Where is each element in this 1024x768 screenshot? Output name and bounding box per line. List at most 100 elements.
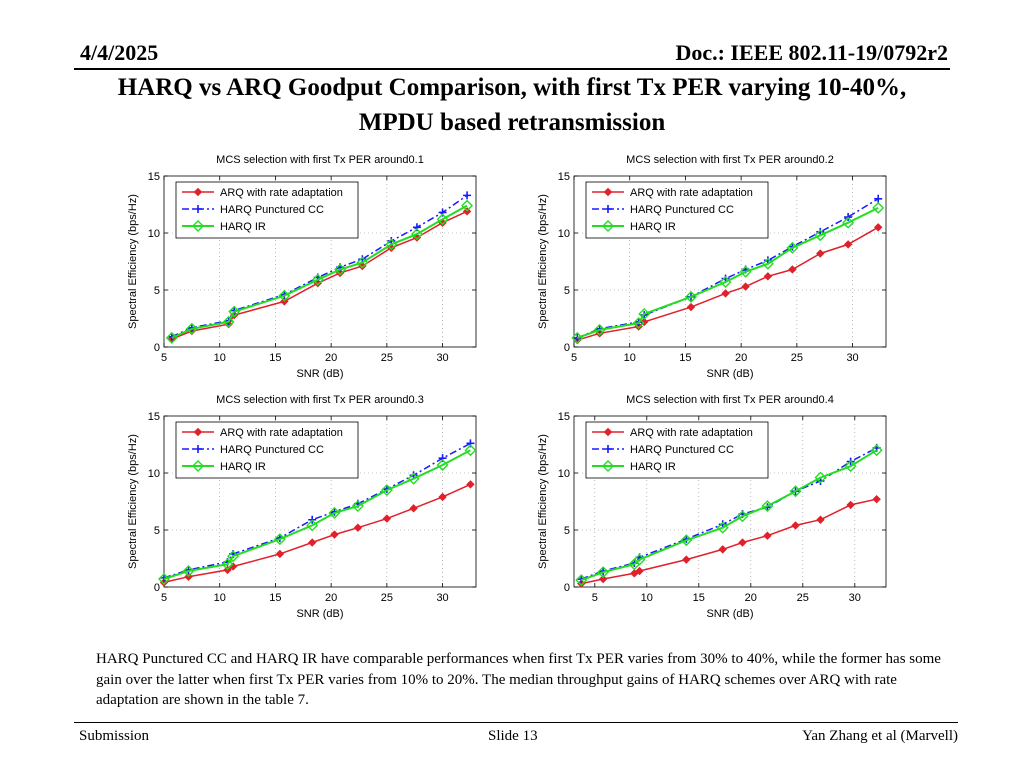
data-point-arq bbox=[741, 282, 750, 291]
y-tick-label: 15 bbox=[558, 411, 570, 423]
legend-marker-arq bbox=[603, 187, 613, 197]
y-axis-label: Spectral Efficiency (bps/Hz) bbox=[537, 194, 549, 329]
chart-legend: ARQ with rate adaptation HARQ Punctured C… bbox=[585, 421, 769, 479]
data-point-harq-ir bbox=[786, 241, 799, 254]
data-point-harq-ir bbox=[464, 444, 477, 457]
series-harq-ir bbox=[575, 444, 883, 587]
data-point-harq-ir bbox=[306, 519, 319, 532]
data-point-harq-ir bbox=[789, 485, 802, 498]
data-point-harq-ir bbox=[870, 444, 883, 457]
data-point-harq-ir bbox=[685, 290, 697, 303]
legend-marker-arq bbox=[193, 427, 203, 437]
data-point-harq-ir bbox=[575, 574, 588, 587]
series-line-arq bbox=[581, 498, 877, 585]
data-point-arq bbox=[382, 514, 392, 523]
data-point-harq-ir bbox=[842, 216, 855, 229]
x-tick-label: 5 bbox=[571, 352, 577, 364]
legend-marker-harq-ir bbox=[192, 220, 204, 232]
x-tick-label: 5 bbox=[161, 592, 167, 604]
legend-label-harq-cc: HARQ Punctured CC bbox=[630, 204, 734, 216]
data-point-harq-ir bbox=[278, 289, 291, 302]
slide-title: HARQ vs ARQ Goodput Comparison, with fir… bbox=[20, 70, 1004, 140]
data-point-harq-ir bbox=[356, 256, 369, 269]
x-tick-label: 20 bbox=[735, 352, 747, 364]
legend-label-harq-cc: HARQ Punctured CC bbox=[220, 444, 324, 456]
data-point-harq-ir bbox=[597, 566, 610, 579]
data-point-arq bbox=[763, 531, 772, 540]
data-point-harq-ir bbox=[872, 201, 885, 214]
data-point-harq-ir bbox=[680, 534, 693, 547]
x-tick-label: 10 bbox=[624, 352, 636, 364]
x-tick-label: 30 bbox=[436, 352, 448, 364]
data-point-arq bbox=[721, 289, 730, 298]
y-tick-label: 10 bbox=[558, 468, 570, 480]
x-tick-label: 25 bbox=[381, 352, 393, 364]
data-point-harq-ir bbox=[228, 305, 241, 318]
data-point-arq bbox=[686, 302, 696, 312]
series-harq-ir bbox=[165, 199, 474, 344]
y-tick-label: 0 bbox=[154, 582, 160, 594]
slide-title-line-2: MPDU based retransmission bbox=[358, 109, 666, 136]
chart-title: MCS selection with first Tx PER around0.… bbox=[216, 154, 424, 166]
data-point-arq bbox=[843, 240, 853, 249]
data-point-harq-ir bbox=[410, 228, 423, 241]
data-point-harq-ir bbox=[182, 565, 195, 578]
data-point-harq-ir bbox=[158, 573, 170, 586]
x-tick-label: 10 bbox=[214, 352, 226, 364]
x-tick-label: 10 bbox=[641, 592, 653, 604]
y-tick-label: 5 bbox=[154, 285, 160, 297]
series-line-arq bbox=[577, 226, 879, 341]
x-tick-label: 10 bbox=[214, 592, 226, 604]
slide-title-line-1: HARQ vs ARQ Goodput Comparison, with fir… bbox=[117, 74, 907, 101]
data-point-arq bbox=[438, 492, 447, 502]
data-point-harq-ir bbox=[633, 553, 646, 566]
data-point-harq-ir bbox=[638, 307, 651, 320]
x-tick-label: 20 bbox=[325, 592, 337, 604]
series-line-harq-ir bbox=[163, 449, 471, 580]
chart-title: MCS selection with first Tx PER around0.… bbox=[626, 394, 834, 406]
data-point-harq-ir bbox=[814, 471, 827, 484]
legend-label-arq: ARQ with rate adaptation bbox=[630, 187, 753, 199]
legend-marker-harq-cc bbox=[604, 445, 612, 453]
data-point-arq bbox=[791, 521, 800, 530]
x-tick-label: 25 bbox=[797, 592, 809, 604]
series-arq bbox=[577, 495, 881, 588]
legend-label-harq-cc: HARQ Punctured CC bbox=[220, 204, 324, 216]
series-line-harq-ir bbox=[580, 449, 878, 582]
data-point-harq-ir bbox=[716, 521, 729, 534]
y-axis-label: Spectral Efficiency (bps/Hz) bbox=[127, 434, 139, 569]
y-tick-label: 10 bbox=[558, 228, 570, 240]
legend-label-arq: ARQ with rate adaptation bbox=[220, 427, 343, 439]
footer-submission: Submission bbox=[79, 728, 150, 744]
data-point-harq-ir bbox=[328, 506, 341, 519]
x-tick-label: 30 bbox=[849, 592, 861, 604]
series-harq-ir bbox=[158, 444, 477, 586]
data-point-arq bbox=[763, 272, 773, 281]
x-axis-label: SNR (dB) bbox=[296, 368, 343, 380]
y-tick-label: 0 bbox=[154, 342, 160, 354]
legend-label-arq: ARQ with rate adaptation bbox=[630, 427, 753, 439]
data-point-harq-ir bbox=[221, 558, 234, 571]
data-point-arq bbox=[738, 538, 747, 547]
y-tick-label: 5 bbox=[564, 525, 570, 537]
x-tick-label: 30 bbox=[436, 592, 448, 604]
data-point-harq-ir bbox=[407, 472, 420, 485]
legend-marker-harq-ir bbox=[602, 460, 614, 472]
x-tick-label: 15 bbox=[679, 352, 691, 364]
data-point-harq-ir bbox=[719, 276, 732, 289]
legend-marker-arq bbox=[603, 427, 613, 437]
x-tick-label: 15 bbox=[269, 592, 281, 604]
series-line-harq-ir bbox=[576, 207, 879, 339]
x-tick-label: 5 bbox=[592, 592, 598, 604]
legend-marker-harq-cc bbox=[604, 205, 612, 213]
data-point-arq bbox=[307, 538, 317, 547]
x-axis-label: SNR (dB) bbox=[706, 368, 753, 380]
data-point-harq-ir bbox=[736, 510, 749, 523]
x-tick-label: 20 bbox=[325, 352, 337, 364]
data-point-arq bbox=[788, 265, 797, 274]
x-tick-label: 15 bbox=[693, 592, 705, 604]
legend-label-arq: ARQ with rate adaptation bbox=[220, 187, 343, 199]
data-point-arq bbox=[816, 249, 825, 258]
